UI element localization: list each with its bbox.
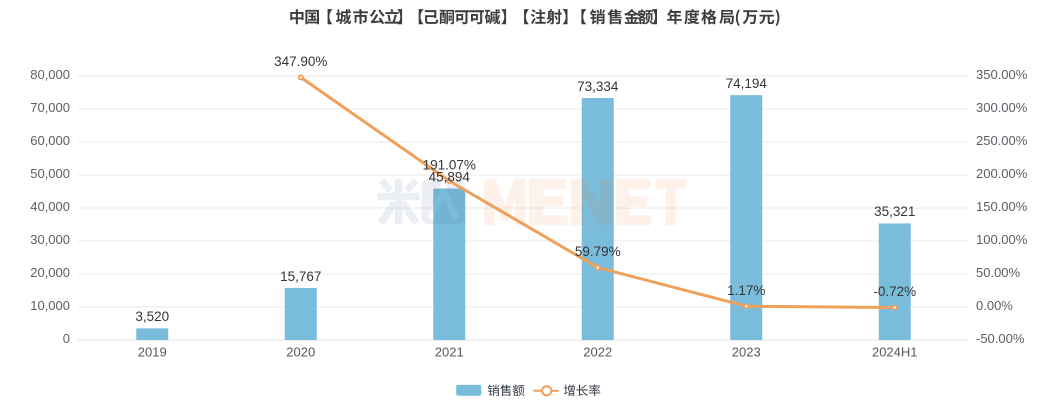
- svg-text:70,000: 70,000: [30, 100, 70, 115]
- svg-text:350.00%: 350.00%: [976, 67, 1028, 82]
- svg-text:45,894: 45,894: [429, 169, 471, 184]
- svg-text:74,194: 74,194: [726, 76, 768, 91]
- svg-text:2024H1: 2024H1: [872, 345, 918, 360]
- svg-text:0.00%: 0.00%: [976, 298, 1013, 313]
- svg-text:30,000: 30,000: [30, 232, 70, 247]
- svg-text:347.90%: 347.90%: [274, 54, 327, 69]
- svg-text:-0.72%: -0.72%: [873, 284, 916, 299]
- svg-text:2023: 2023: [732, 345, 761, 360]
- svg-text:80,000: 80,000: [30, 67, 70, 82]
- svg-text:-50.00%: -50.00%: [976, 331, 1025, 346]
- svg-text:0: 0: [63, 331, 70, 346]
- svg-text:191.07%: 191.07%: [423, 158, 476, 173]
- svg-text:10,000: 10,000: [30, 298, 70, 313]
- svg-text:40,000: 40,000: [30, 199, 70, 214]
- svg-text:2022: 2022: [583, 345, 612, 360]
- svg-text:15,767: 15,767: [280, 269, 321, 284]
- svg-text:300.00%: 300.00%: [976, 100, 1028, 115]
- svg-text:35,321: 35,321: [874, 204, 915, 219]
- svg-text:250.00%: 250.00%: [976, 133, 1028, 148]
- svg-text:2020: 2020: [286, 345, 315, 360]
- svg-text:2019: 2019: [138, 345, 167, 360]
- svg-text:59.79%: 59.79%: [575, 244, 621, 259]
- svg-text:60,000: 60,000: [30, 133, 70, 148]
- svg-text:50.00%: 50.00%: [976, 265, 1021, 280]
- svg-text:3,520: 3,520: [135, 309, 169, 324]
- svg-text:150.00%: 150.00%: [976, 199, 1028, 214]
- svg-text:1.17%: 1.17%: [727, 283, 765, 298]
- svg-text:20,000: 20,000: [30, 265, 70, 280]
- svg-text:100.00%: 100.00%: [976, 232, 1028, 247]
- svg-text:200.00%: 200.00%: [976, 166, 1028, 181]
- svg-text:50,000: 50,000: [30, 166, 70, 181]
- svg-text:73,334: 73,334: [577, 79, 619, 94]
- svg-text:2021: 2021: [435, 345, 464, 360]
